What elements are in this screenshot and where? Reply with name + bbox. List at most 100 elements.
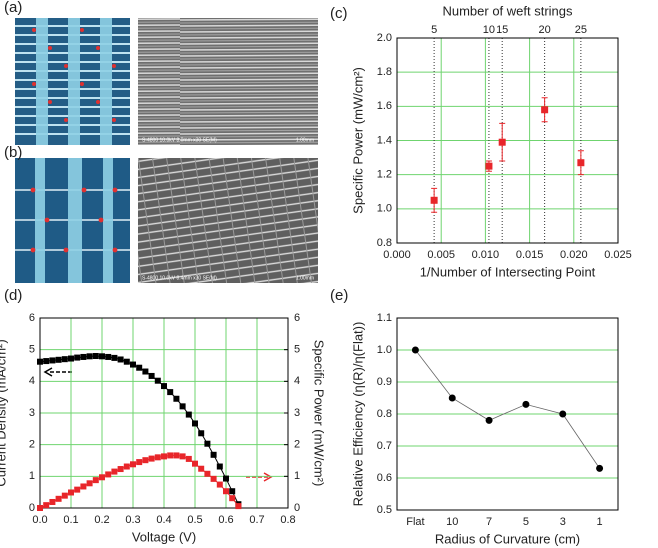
- y-axis-label: Specific Power (mW/cm²): [350, 67, 365, 214]
- data-point: [92, 353, 99, 359]
- data-point: [154, 454, 161, 461]
- x2-tick-label: 15: [496, 24, 508, 36]
- data-point: [99, 353, 105, 360]
- y-tick-label: 0.7: [377, 440, 392, 452]
- sem-scale: 1.00mm: [296, 137, 314, 143]
- y-axis-label: Relative Efficiency (η(R)/η(Flat)): [350, 322, 365, 507]
- axis-arrow: [246, 472, 273, 482]
- x-tick-label: 0.010: [472, 249, 500, 261]
- data-point: [430, 196, 438, 204]
- data-point: [74, 486, 81, 493]
- sem-caption: S-4800 10.0kV 8.4mm x30 SE(M): [142, 275, 217, 281]
- x-axis-label: Voltage (V): [132, 529, 196, 544]
- data-point: [216, 463, 223, 470]
- y-tick-label: 0: [29, 502, 35, 514]
- data-point: [68, 489, 74, 496]
- data-point: [123, 463, 130, 470]
- series-line: [415, 349, 600, 469]
- data-point: [136, 364, 143, 371]
- sem-caption: S-4800 10.0kV 8.0mm x30 SE(M): [142, 137, 217, 143]
- panel-label: (d): [4, 287, 22, 304]
- data-point: [43, 502, 50, 509]
- data-point: [68, 355, 74, 362]
- sem-scale: 1.00mm: [296, 275, 314, 281]
- x-tick-label: 0.3: [125, 514, 140, 526]
- data-point: [92, 477, 99, 484]
- y-tick-label: 1.4: [377, 134, 392, 146]
- data-point: [210, 475, 217, 482]
- y2-tick-label: 6: [294, 312, 300, 324]
- data-point: [229, 488, 236, 495]
- data-point: [130, 361, 136, 368]
- weave-b: [15, 158, 130, 283]
- data-point: [161, 453, 167, 460]
- data-point: [179, 453, 186, 460]
- data-point: [111, 468, 118, 475]
- data-point: [192, 420, 198, 427]
- data-point: [541, 106, 549, 114]
- y-tick-label: 1.1: [377, 312, 392, 324]
- y-tick-label: 0.5: [377, 504, 392, 516]
- panel-label: (b): [4, 144, 22, 161]
- y2-tick-label: 3: [294, 407, 300, 419]
- x-tick-label: 0.4: [156, 514, 171, 526]
- sem-image-a: [138, 18, 318, 145]
- x-tick-label: 0.2: [94, 514, 109, 526]
- data-point: [485, 416, 493, 424]
- x-tick-label: 0.5: [187, 514, 202, 526]
- data-point: [117, 466, 124, 473]
- x-tick-label: 0.000: [383, 249, 411, 261]
- data-point: [485, 162, 493, 170]
- plot-frame: [396, 317, 619, 511]
- data-point: [185, 411, 192, 418]
- y2-tick-label: 2: [294, 439, 300, 451]
- y-tick-label: 1: [29, 470, 35, 482]
- data-point: [142, 368, 149, 375]
- data-point: [105, 471, 112, 478]
- x-tick-label: 0.8: [280, 514, 295, 526]
- plot-frame: [396, 37, 619, 244]
- data-point: [167, 452, 174, 459]
- x-tick-label: 0.6: [218, 514, 233, 526]
- y-tick-label: 0.9: [377, 376, 392, 388]
- data-point: [55, 356, 62, 363]
- plot-frame: [39, 317, 289, 509]
- data-point: [559, 410, 567, 418]
- y-tick-label: 0.6: [377, 472, 392, 484]
- data-point: [61, 356, 68, 363]
- data-point: [235, 503, 242, 510]
- x2-axis-label: Number of weft strings: [442, 3, 573, 18]
- data-point: [411, 346, 419, 354]
- data-point: [55, 495, 62, 502]
- y-tick-label: 2.0: [377, 32, 392, 44]
- data-point: [522, 400, 530, 408]
- data-point: [49, 357, 56, 364]
- panel-label: (c): [330, 5, 348, 22]
- x2-tick-label: 5: [431, 24, 437, 36]
- data-point: [198, 465, 205, 472]
- data-point: [99, 474, 105, 481]
- x2-tick-label: 20: [539, 24, 551, 36]
- data-point: [80, 483, 87, 490]
- y2-axis-label: Specific Power (mW/cm²): [312, 340, 327, 487]
- data-point: [117, 356, 124, 363]
- data-point: [204, 470, 211, 477]
- data-point: [37, 358, 43, 365]
- x2-tick-label: 10: [483, 24, 495, 36]
- y2-tick-label: 0: [294, 502, 300, 514]
- data-point: [74, 354, 81, 361]
- data-point: [173, 452, 180, 459]
- data-point: [577, 159, 585, 167]
- y2-tick-label: 1: [294, 470, 300, 482]
- data-point: [154, 377, 161, 384]
- data-point: [167, 389, 174, 396]
- data-point: [448, 394, 456, 402]
- x-tick-label: 1: [597, 516, 603, 528]
- x-tick-label: 5: [523, 516, 529, 528]
- y-tick-label: 1.0: [377, 344, 392, 356]
- panel-label: (e): [330, 287, 348, 304]
- y-tick-label: 2: [29, 439, 35, 451]
- y-tick-label: 0.8: [377, 408, 392, 420]
- data-point: [148, 455, 155, 462]
- data-point: [223, 475, 229, 482]
